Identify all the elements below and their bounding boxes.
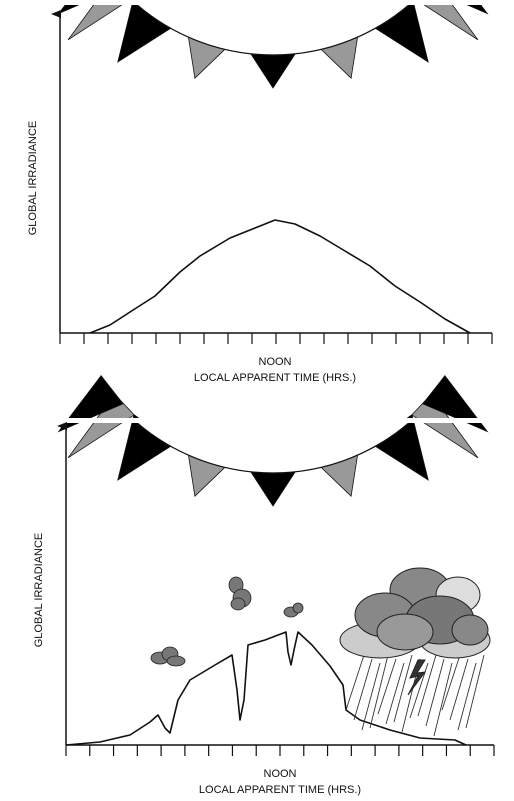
rain-streak: [441, 654, 461, 711]
irradiance-curve: [65, 631, 467, 746]
sun: [59, 0, 500, 88]
cloudy-panel: GLOBAL IRRADIANCE NOON LOCAL APPARENT TI…: [33, 55, 500, 796]
rain-streak: [433, 662, 453, 737]
x-ticks: [59, 333, 493, 344]
sun: [59, 55, 500, 506]
small-cloud: [283, 602, 304, 618]
irradiance-curve: [89, 219, 471, 334]
small-cloud: [228, 576, 252, 611]
clear-sky-panel: GLOBAL IRRADIANCE NOON LOCAL APPARENT TI…: [27, 0, 500, 384]
y-axis-label: GLOBAL IRRADIANCE: [27, 121, 39, 236]
rain-streak: [449, 658, 469, 721]
y-axis-label: GLOBAL IRRADIANCE: [33, 533, 45, 648]
x-axis-label: LOCAL APPARENT TIME (HRS.): [199, 784, 361, 796]
rain-streak: [393, 654, 413, 723]
rain-streak: [369, 654, 389, 729]
noon-label: NOON: [259, 356, 292, 368]
storm-cloud: [339, 567, 491, 696]
x-axis-label: LOCAL APPARENT TIME (HRS.): [194, 372, 356, 384]
rain-streak: [385, 662, 405, 725]
rain-streak: [345, 654, 365, 711]
rain-streak: [353, 658, 373, 721]
x-ticks: [65, 745, 495, 756]
rain-streak: [465, 654, 485, 729]
rain-streak: [457, 662, 477, 731]
rain-streak: [361, 662, 381, 731]
small-cloud: [150, 646, 186, 667]
rain: [345, 654, 485, 737]
rain-streak: [377, 658, 397, 715]
noon-label: NOON: [264, 768, 297, 780]
rain-streak: [425, 658, 445, 727]
rain-streak: [417, 654, 437, 717]
